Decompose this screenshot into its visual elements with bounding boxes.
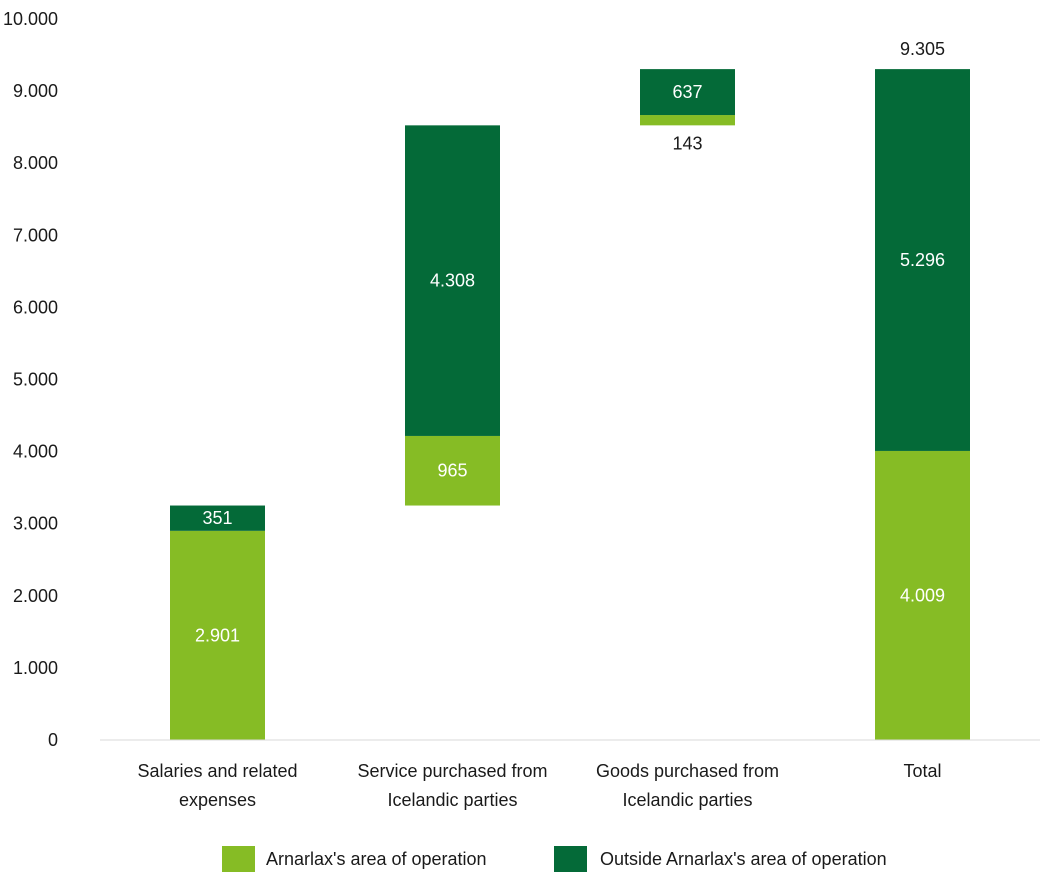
y-tick-label: 3.000 [13,514,58,534]
x-category-label-line: Service purchased from [357,761,547,781]
x-category-label-line: expenses [179,790,256,810]
x-category-label: Goods purchased from Icelandic parties [596,761,779,810]
x-axis: Salaries and related expenses Service purc… [100,739,1040,810]
x-category-label: Total [903,761,941,781]
y-tick-label: 5.000 [13,370,58,390]
x-category-label-line: Icelandic parties [622,790,752,810]
y-tick-label: 8.000 [13,153,58,173]
bar-segment [875,450,970,740]
x-category-label-line: Total [903,761,941,781]
data-label: 4.009 [900,585,945,605]
y-tick-label: 0 [48,730,58,750]
legend-label: Arnarlax's area of operation [266,849,487,869]
bar-segment [170,505,265,531]
legend: Arnarlax's area of operation Outside Arna… [222,846,887,872]
bar-segment [875,69,970,451]
y-tick-label: 1.000 [13,658,58,678]
legend-swatch [222,846,255,872]
bar-segment [640,69,735,116]
x-category-label: Salaries and related expenses [137,761,297,810]
y-axis: 0 1.000 2.000 3.000 4.000 5.000 6.000 7.000 8.00… [3,9,58,750]
data-label: 5.296 [900,250,945,270]
y-tick-label: 7.000 [13,225,58,245]
y-tick-label: 2.000 [13,586,58,606]
data-label: 143 [672,133,702,153]
bar-segment [170,530,265,740]
data-label: 965 [437,461,467,481]
x-category-label: Service purchased from Icelandic parties [357,761,547,810]
bars [170,69,970,740]
x-category-label-line: Goods purchased from [596,761,779,781]
data-label: 4.308 [430,271,475,291]
bar-segment [640,115,735,126]
legend-swatch [554,846,587,872]
bar-segment [405,435,500,506]
total-label: 9.305 [900,39,945,59]
y-tick-label: 6.000 [13,297,58,317]
bar-segment [405,125,500,436]
x-category-label-line: Salaries and related [137,761,297,781]
data-label: 2.901 [195,625,240,645]
data-label: 351 [202,508,232,528]
data-label: 637 [672,82,702,102]
y-tick-label: 9.000 [13,81,58,101]
y-tick-label: 10.000 [3,9,58,29]
y-tick-label: 4.000 [13,442,58,462]
legend-label: Outside Arnarlax's area of operation [600,849,887,869]
data-labels: 2.901 351 965 4.308 143 637 4.009 5.296 9.305 [195,39,945,645]
x-category-label-line: Icelandic parties [387,790,517,810]
